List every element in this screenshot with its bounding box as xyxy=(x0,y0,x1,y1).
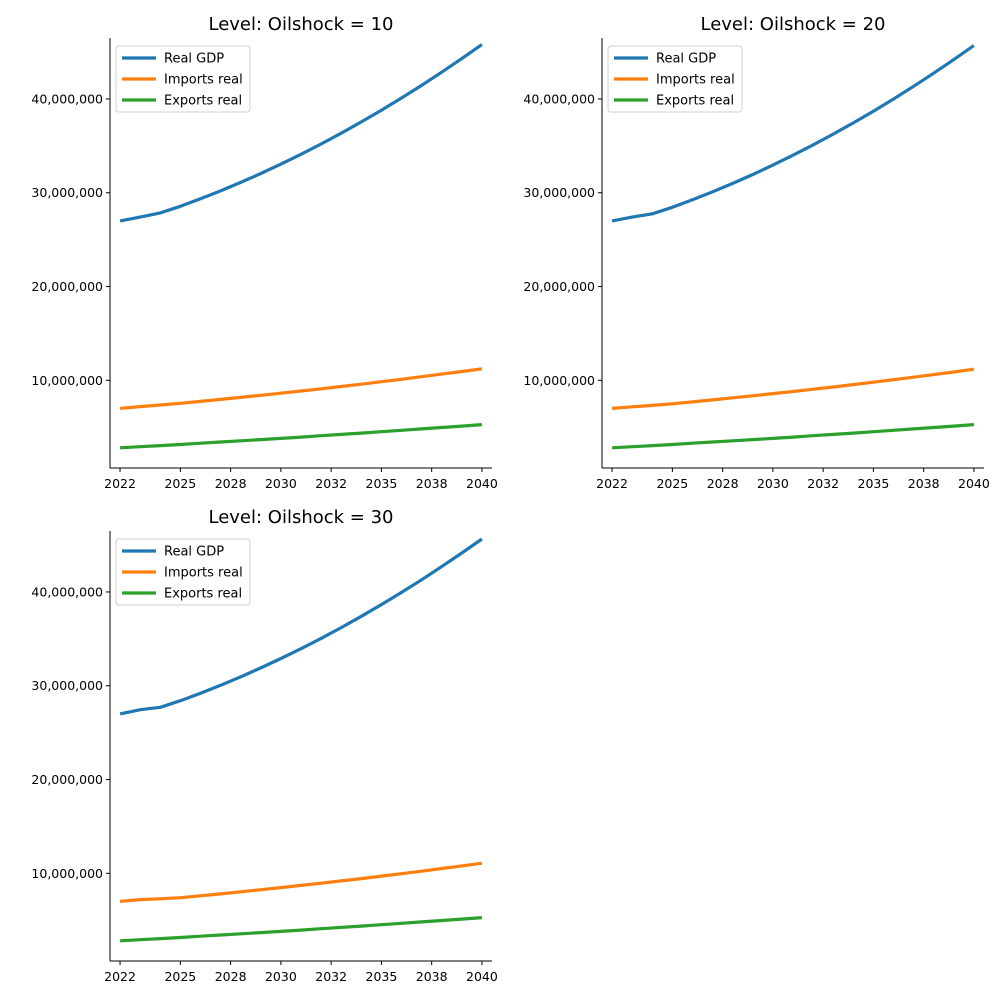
series-line-imports-real xyxy=(119,367,483,410)
x-tick-label: 2025 xyxy=(656,476,688,491)
y-tick-label: 30,000,000 xyxy=(523,185,595,200)
legend: Real GDP Imports real Exports real xyxy=(115,538,251,606)
y-tick-label: 20,000,000 xyxy=(523,279,595,294)
series-line-exports-real xyxy=(612,423,975,450)
chart-panel-3: Level: Oilshock = 30 10,000,000 20,000,000… xyxy=(31,507,497,984)
x-tick-label: 2028 xyxy=(707,476,739,491)
legend-frame xyxy=(607,45,743,113)
legend-label: Exports real xyxy=(164,94,242,109)
x-tick-label: 2038 xyxy=(908,476,940,491)
x-tick-label: 2035 xyxy=(366,476,398,491)
x-tick-label: 2032 xyxy=(315,969,347,984)
y-tick-label: 40,000,000 xyxy=(31,91,103,106)
series-line-exports-real xyxy=(120,916,483,943)
legend-label: Imports real xyxy=(164,73,243,88)
x-tick-label: 2022 xyxy=(104,476,136,491)
x-tick-label: 2040 xyxy=(466,476,498,491)
series-line-real-gdp xyxy=(119,537,483,716)
x-tick-label: 2028 xyxy=(215,969,247,984)
legend-label: Imports real xyxy=(164,566,243,581)
series-line-real-gdp xyxy=(119,43,483,223)
x-tick-label: 2040 xyxy=(466,969,498,984)
x-tick-label: 2032 xyxy=(807,476,839,491)
legend-frame xyxy=(115,45,251,113)
series-line-real-gdp xyxy=(611,44,975,223)
chart-panel-2: Level: Oilshock = 20 10,000,000 20,000,000… xyxy=(523,14,989,491)
legend-label: Real GDP xyxy=(164,52,224,67)
y-tick-label: 10,000,000 xyxy=(31,866,103,881)
x-tick-label: 2030 xyxy=(757,476,789,491)
y-tick-label: 20,000,000 xyxy=(31,279,103,294)
legend-label: Real GDP xyxy=(656,52,716,67)
x-tick-label: 2035 xyxy=(366,969,398,984)
legend: Real GDP Imports real Exports real xyxy=(607,45,743,113)
y-tick-label: 40,000,000 xyxy=(31,584,103,599)
panel-title: Level: Oilshock = 20 xyxy=(700,14,885,35)
legend-label: Imports real xyxy=(656,73,735,88)
x-tick-label: 2035 xyxy=(858,476,890,491)
x-tick-label: 2030 xyxy=(265,476,297,491)
series-line-exports-real xyxy=(120,423,483,450)
x-tick-label: 2040 xyxy=(958,476,990,491)
panel-title: Level: Oilshock = 30 xyxy=(208,507,393,528)
y-tick-label: 40,000,000 xyxy=(523,91,595,106)
x-tick-label: 2022 xyxy=(596,476,628,491)
x-tick-label: 2038 xyxy=(416,476,448,491)
x-tick-label: 2025 xyxy=(164,969,196,984)
series-line-imports-real xyxy=(611,367,975,410)
y-tick-label: 10,000,000 xyxy=(31,373,103,388)
x-tick-label: 2022 xyxy=(104,969,136,984)
x-tick-label: 2028 xyxy=(215,476,247,491)
x-tick-label: 2030 xyxy=(265,969,297,984)
x-tick-label: 2025 xyxy=(164,476,196,491)
y-tick-label: 20,000,000 xyxy=(31,772,103,787)
chart-panel-1: Level: Oilshock = 10 10,000,000 20,000,000… xyxy=(31,14,497,491)
legend: Real GDP Imports real Exports real xyxy=(115,45,251,113)
x-tick-label: 2038 xyxy=(416,969,448,984)
x-tick-label: 2032 xyxy=(315,476,347,491)
y-tick-label: 10,000,000 xyxy=(523,373,595,388)
series-line-imports-real xyxy=(119,861,483,903)
y-tick-label: 30,000,000 xyxy=(31,678,103,693)
legend-label: Exports real xyxy=(164,587,242,602)
legend-label: Exports real xyxy=(656,94,734,109)
legend-frame xyxy=(115,538,251,606)
legend-label: Real GDP xyxy=(164,545,224,560)
panel-title: Level: Oilshock = 10 xyxy=(208,14,393,35)
y-tick-label: 30,000,000 xyxy=(31,185,103,200)
